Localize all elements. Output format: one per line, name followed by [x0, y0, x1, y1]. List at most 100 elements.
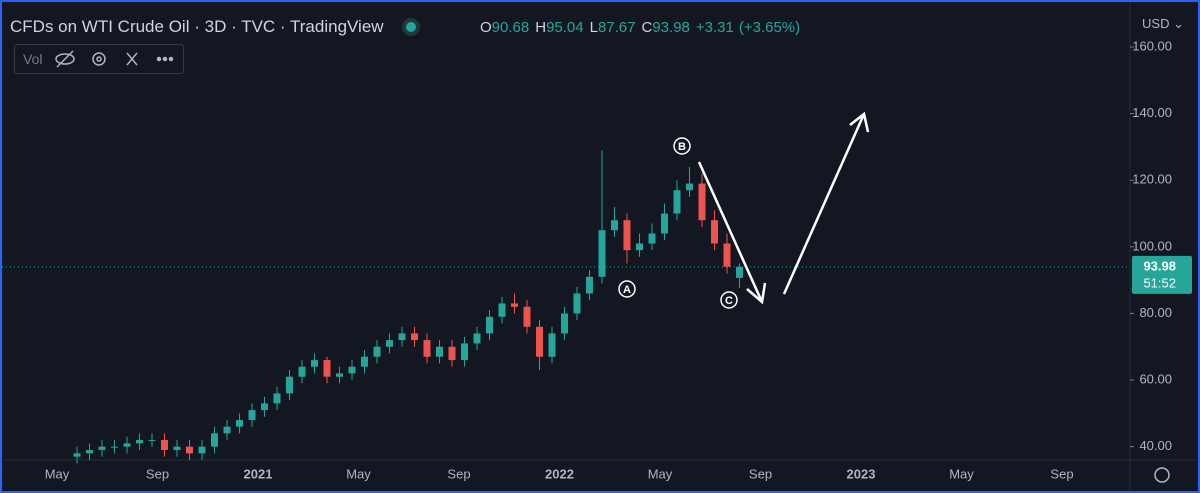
ohlc-value: 87.67	[597, 19, 636, 36]
ohlc-value: 90.68	[491, 19, 530, 36]
y-tick-label: 140.00	[1132, 105, 1172, 120]
candle-body	[398, 333, 406, 341]
candle-body	[98, 446, 106, 451]
candle-body	[411, 333, 418, 341]
sep: ·	[194, 17, 200, 36]
candle-body	[511, 303, 518, 307]
ohlc-key: O	[480, 19, 492, 36]
candle-body	[198, 446, 206, 454]
ohlc-legend: O90.68 H95.04 L87.67 C93.98 +3.31 (+3.65%)	[480, 19, 805, 36]
y-tick-label: 120.00	[1132, 172, 1172, 187]
candle-body	[623, 220, 631, 251]
ohlc-value: 93.98	[652, 19, 690, 36]
sep: ·	[231, 17, 237, 36]
candle-body	[598, 230, 606, 277]
currency-label: USD	[1142, 16, 1170, 31]
x-tick-label: 2023	[847, 466, 876, 481]
wave-label: B	[678, 141, 686, 153]
x-tick-label: 2021	[244, 466, 273, 481]
exchange: TVC	[241, 17, 276, 36]
candle-body	[286, 376, 293, 394]
more-icon[interactable]	[156, 56, 174, 62]
x-tick-label: May	[949, 466, 974, 481]
candle-body	[211, 433, 218, 447]
candle-body	[448, 346, 456, 361]
candle-body	[336, 373, 343, 377]
status-dot	[406, 22, 417, 32]
symbol-header[interactable]: CFDs on WTI Crude Oil · 3D · TVC · Tradi…	[10, 17, 417, 37]
candle-body	[423, 340, 431, 357]
down-arrow	[697, 161, 767, 305]
candle-body	[648, 233, 656, 244]
last-price-badge	[1132, 255, 1192, 294]
candle-body	[661, 213, 668, 234]
remove-icon[interactable]	[126, 52, 138, 66]
symbol: CFDs on WTI Crude Oil	[10, 17, 190, 36]
sep: ·	[279, 17, 286, 36]
candle-body	[698, 183, 706, 221]
candle-body	[73, 453, 81, 457]
toolbar-icons	[55, 50, 174, 68]
ohlc-key: C	[641, 19, 653, 36]
wave-marker	[618, 280, 636, 298]
candle-body	[673, 190, 681, 214]
wave-marker	[673, 137, 691, 155]
candle-body	[736, 266, 743, 278]
candle-body	[536, 326, 543, 357]
wave-label: C	[725, 295, 733, 307]
vol-label: Vol	[23, 51, 43, 67]
candle-body	[548, 333, 556, 357]
candle-body	[161, 440, 168, 451]
candle-body	[636, 243, 643, 251]
candle-body	[111, 446, 118, 448]
candle-body	[586, 276, 593, 294]
candle-body	[711, 220, 718, 244]
y-tick-label: 100.00	[1132, 238, 1172, 253]
x-tick-label: Sep	[1050, 466, 1073, 481]
volume-toolbar: Vol	[14, 44, 184, 74]
candle-body	[461, 343, 468, 361]
interval: 3D	[204, 17, 227, 36]
x-tick-label: Sep	[447, 466, 470, 481]
y-tick-label: 160.00	[1132, 38, 1172, 53]
change: +3.31	[695, 19, 734, 36]
settings-icon[interactable]	[1154, 467, 1170, 483]
candle-body	[323, 360, 331, 377]
hide-icon[interactable]	[55, 50, 75, 68]
candle-body	[473, 333, 481, 344]
wave-marker	[720, 291, 738, 309]
candle-body	[236, 420, 243, 427]
ohlc-key: L	[589, 19, 598, 36]
candle-body	[273, 393, 281, 404]
projection-arrows	[697, 111, 870, 305]
settings-icon[interactable]	[92, 52, 106, 66]
candle-body	[498, 303, 506, 317]
y-tick-label: 80.00	[1139, 305, 1172, 320]
candle-body	[386, 340, 393, 347]
candle-body	[611, 220, 618, 231]
candle-body	[561, 313, 568, 334]
y-tick-label: 60.00	[1139, 372, 1172, 387]
candle-body	[248, 410, 256, 421]
candle-body	[123, 443, 131, 447]
candle-body	[298, 366, 306, 377]
source: TradingView	[290, 17, 384, 36]
candle-body	[523, 306, 531, 327]
up-arrow	[782, 111, 870, 295]
candle-body	[486, 316, 493, 334]
currency[interactable]: USD ⌄	[1142, 16, 1184, 31]
candle-body	[186, 446, 193, 454]
candle-body	[173, 446, 181, 451]
last-price-label: 93.98	[1143, 258, 1176, 273]
ohlc-value: 95.04	[546, 19, 584, 36]
wave-label: A	[623, 284, 631, 296]
candle-body	[86, 450, 93, 454]
candle-body	[573, 293, 581, 314]
x-tick-label: May	[346, 466, 371, 481]
candle-body	[373, 346, 381, 357]
candle-body	[311, 360, 318, 367]
candle-body	[723, 243, 731, 267]
countdown: 51:52	[1143, 275, 1176, 290]
